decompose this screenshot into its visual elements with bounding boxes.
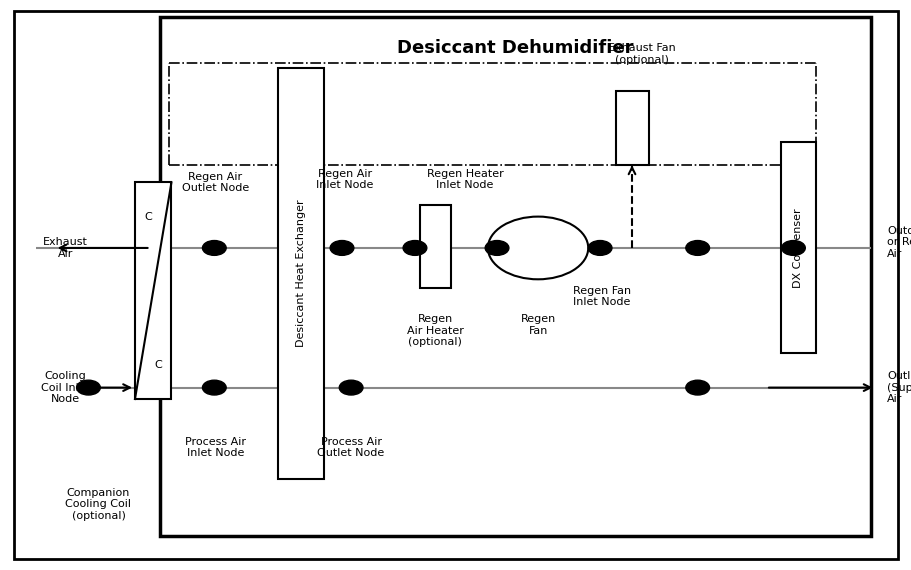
Bar bbox=[159, 17, 870, 536]
Text: Regen
Air Heater
(optional): Regen Air Heater (optional) bbox=[406, 314, 463, 347]
Text: C: C bbox=[154, 360, 161, 370]
Circle shape bbox=[485, 241, 508, 255]
Circle shape bbox=[588, 241, 611, 255]
Text: Exhaust Fan
(optional): Exhaust Fan (optional) bbox=[607, 43, 675, 65]
Text: Outdoor
or Relief
Air: Outdoor or Relief Air bbox=[886, 226, 911, 259]
Circle shape bbox=[77, 380, 100, 395]
Circle shape bbox=[781, 241, 804, 255]
Text: DX Condenser: DX Condenser bbox=[793, 208, 803, 288]
Text: Regen Air
Outlet Node: Regen Air Outlet Node bbox=[181, 172, 249, 193]
Circle shape bbox=[685, 380, 709, 395]
Bar bbox=[615, 91, 649, 165]
Text: Companion
Cooling Coil
(optional): Companion Cooling Coil (optional) bbox=[66, 488, 131, 521]
Text: Cooling
Coil Inlet
Node: Cooling Coil Inlet Node bbox=[41, 371, 90, 404]
Text: Regen Fan
Inlet Node: Regen Fan Inlet Node bbox=[572, 286, 630, 307]
Text: Desiccant Heat Exchanger: Desiccant Heat Exchanger bbox=[296, 200, 305, 347]
Text: Regen Air
Inlet Node: Regen Air Inlet Node bbox=[316, 169, 373, 190]
Circle shape bbox=[487, 217, 588, 279]
Bar bbox=[419, 205, 450, 288]
Circle shape bbox=[202, 380, 226, 395]
Text: Process Air
Inlet Node: Process Air Inlet Node bbox=[185, 437, 245, 458]
Text: Process Air
Outlet Node: Process Air Outlet Node bbox=[317, 437, 384, 458]
Bar bbox=[278, 68, 323, 479]
Circle shape bbox=[339, 380, 363, 395]
Text: C: C bbox=[145, 211, 152, 222]
Text: Regen Heater
Inlet Node: Regen Heater Inlet Node bbox=[426, 169, 503, 190]
Bar bbox=[135, 182, 171, 399]
Circle shape bbox=[202, 241, 226, 255]
Circle shape bbox=[685, 241, 709, 255]
Circle shape bbox=[403, 241, 426, 255]
Text: Exhaust
Air: Exhaust Air bbox=[43, 237, 88, 259]
Text: Regen
Fan: Regen Fan bbox=[520, 314, 555, 336]
Text: Desiccant Dehumidifier: Desiccant Dehumidifier bbox=[396, 39, 633, 58]
Circle shape bbox=[330, 241, 353, 255]
Text: Outlet
(Supply)
Air: Outlet (Supply) Air bbox=[886, 371, 911, 404]
Bar bbox=[780, 142, 815, 353]
